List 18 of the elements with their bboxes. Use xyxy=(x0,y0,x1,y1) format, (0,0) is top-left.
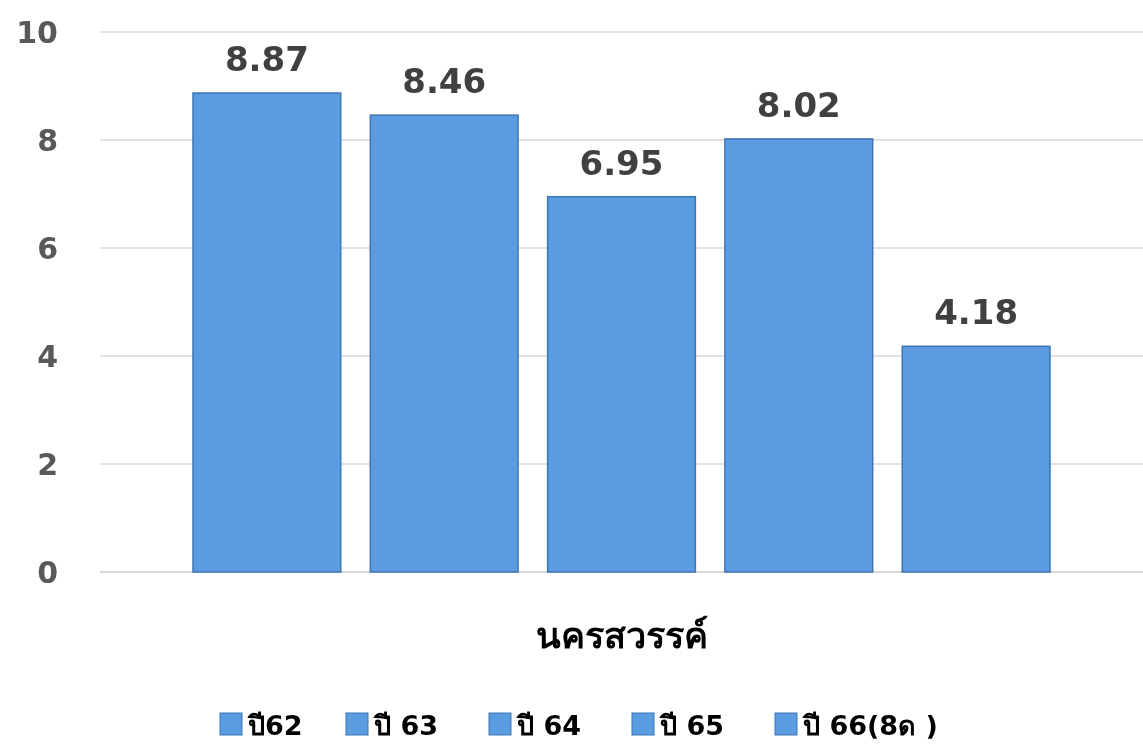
legend-label: ปี 65 xyxy=(659,710,724,741)
y-tick-label: 8 xyxy=(37,122,58,158)
legend-label: ปี 66(8ด ) xyxy=(802,710,938,741)
data-label: 8.46 xyxy=(402,61,487,102)
data-label: 6.95 xyxy=(579,142,664,183)
data-label: 4.18 xyxy=(934,292,1019,333)
data-label: 8.87 xyxy=(224,39,309,80)
legend-label: ปี62 xyxy=(247,710,303,741)
y-tick-label: 0 xyxy=(37,554,58,590)
bar xyxy=(901,345,1051,573)
y-tick-label: 10 xyxy=(16,14,58,50)
y-tick-label: 2 xyxy=(37,446,58,482)
x-tick-label: นครสวรรค์ xyxy=(535,615,708,656)
data-label: 8.02 xyxy=(756,84,841,125)
legend-label: ปี 64 xyxy=(516,710,581,741)
legend-label: ปี 63 xyxy=(373,710,438,741)
y-tick-label: 4 xyxy=(37,338,58,374)
y-tick-label: 6 xyxy=(37,230,58,266)
